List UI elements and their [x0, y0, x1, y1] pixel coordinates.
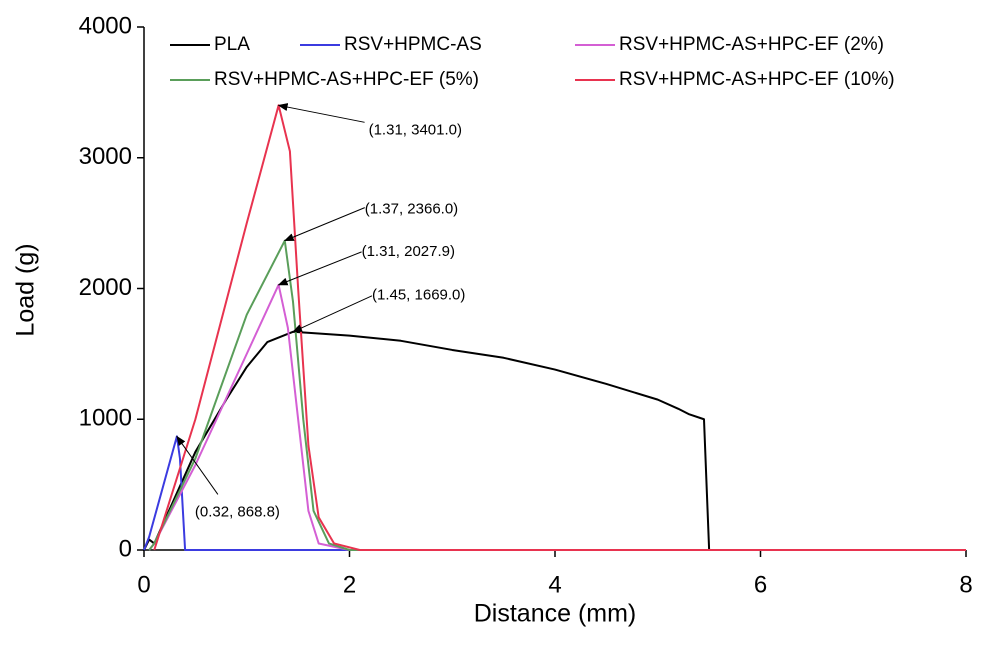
legend-label: RSV+HPMC-AS+HPC-EF (5%) — [214, 69, 479, 90]
legend-label: RSV+HPMC-AS+HPC-EF (10%) — [619, 69, 895, 90]
legend-label: RSV+HPMC-AS+HPC-EF (2%) — [619, 34, 884, 55]
y-tick-label: 4000 — [79, 12, 132, 39]
annotation-label: (1.31, 2027.9) — [362, 243, 455, 260]
y-tick-label: 0 — [119, 535, 132, 562]
x-axis-title: Distance (mm) — [474, 600, 637, 628]
series-line — [153, 104, 966, 551]
y-tick-label: 3000 — [79, 143, 132, 170]
annotation-arrow — [176, 435, 219, 495]
y-axis-title: Load (g) — [12, 243, 40, 336]
annotation-label: (1.45, 1669.0) — [372, 287, 465, 304]
legend-label: PLA — [214, 34, 250, 55]
x-tick-label: 2 — [343, 571, 356, 598]
annotation-label: (1.31, 3401.0) — [369, 121, 462, 138]
annotation-label: (0.32, 868.8) — [195, 503, 280, 520]
annotation-arrow — [277, 103, 365, 123]
annotation-label: (1.37, 2366.0) — [365, 201, 458, 218]
annotation-arrow — [277, 251, 362, 286]
x-tick-label: 8 — [959, 571, 972, 598]
annotation-arrow — [292, 295, 373, 333]
series-line — [143, 435, 966, 551]
y-tick-label: 1000 — [79, 405, 132, 432]
series-line — [148, 239, 966, 551]
y-tick-label: 2000 — [79, 274, 132, 301]
x-tick-label: 0 — [137, 571, 150, 598]
series-line — [148, 283, 966, 551]
legend-label: RSV+HPMC-AS — [344, 34, 482, 55]
x-tick-label: 4 — [548, 571, 561, 598]
x-tick-label: 6 — [754, 571, 767, 598]
annotation-arrow — [283, 207, 365, 242]
